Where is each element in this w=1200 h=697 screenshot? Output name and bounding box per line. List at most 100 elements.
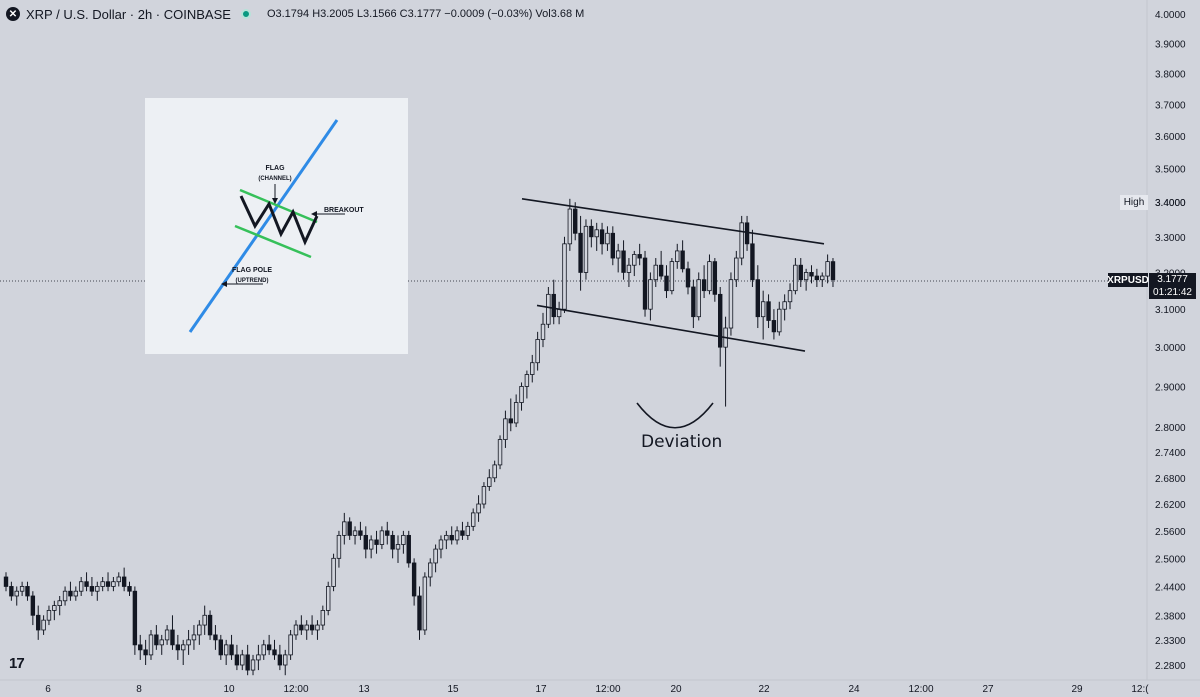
candle <box>358 521 363 540</box>
candle <box>170 615 175 650</box>
candle <box>304 620 309 640</box>
candle-body <box>793 264 798 292</box>
price-tick-label: 2.6800 <box>1155 474 1186 485</box>
candle <box>723 316 728 407</box>
candle <box>164 625 170 645</box>
candle <box>438 535 444 559</box>
flag-zigzag <box>239 195 319 246</box>
candle <box>578 215 583 291</box>
time-scale[interactable]: 6 8 10 12:00 13 15 17 12:00 20 22 24 12:00 27 29 12:( <box>45 684 1149 695</box>
candle <box>433 544 438 573</box>
candle <box>793 258 798 295</box>
candle-body <box>803 272 809 281</box>
price-tick-label: 2.5000 <box>1155 554 1186 565</box>
candle <box>519 382 524 411</box>
candle-body <box>428 562 433 578</box>
candle <box>524 370 530 399</box>
candle-body <box>368 539 374 550</box>
time-tick-label: 29 <box>1071 684 1083 695</box>
candle <box>701 265 707 299</box>
candle <box>648 272 653 321</box>
candle-body <box>25 586 30 597</box>
candle <box>78 576 84 596</box>
deviation-label: Deviation <box>641 432 722 452</box>
candle <box>41 615 46 635</box>
candle <box>89 576 95 596</box>
candle <box>707 254 712 295</box>
candle <box>181 639 186 665</box>
candle-body <box>524 374 530 387</box>
candle-body <box>567 208 573 245</box>
candle-body <box>411 562 417 597</box>
time-tick-label: 12:00 <box>908 684 933 695</box>
chart-header: ✕ XRP / U.S. Dollar · 2h · COINBASE O3.1… <box>6 4 584 24</box>
candle <box>820 272 825 287</box>
market-status-icon[interactable] <box>240 9 251 19</box>
price-tick-label: 2.2800 <box>1155 661 1186 672</box>
candle-body <box>648 279 653 310</box>
price-scale[interactable]: 4.0000 3.9000 3.8000 3.7000 3.6000 3.5000 3.40… <box>1155 10 1186 672</box>
flag-label: FLAG <box>265 165 285 172</box>
candle <box>513 394 519 428</box>
candle <box>718 286 723 367</box>
candle <box>481 482 487 509</box>
candle-body <box>492 464 497 479</box>
price-tick-label: 2.5600 <box>1155 527 1186 538</box>
candle <box>245 644 250 676</box>
candle <box>385 521 390 545</box>
channel-upper-trendline[interactable] <box>521 198 825 245</box>
candle <box>336 530 342 568</box>
candle <box>36 605 41 640</box>
candle-body <box>299 624 304 631</box>
candle <box>454 526 460 545</box>
candle <box>798 258 803 287</box>
candle <box>535 331 540 371</box>
breakout-label: BREAKOUT <box>324 207 364 214</box>
candles-layer <box>3 198 836 676</box>
candle <box>234 644 240 671</box>
candle <box>331 553 336 592</box>
candle-body <box>787 290 793 303</box>
candle-body <box>213 634 218 641</box>
candle-body <box>573 208 578 234</box>
candle-body <box>325 586 331 611</box>
candle <box>712 258 718 302</box>
breakout-arrow-head <box>311 211 317 217</box>
time-tick-label: 15 <box>447 684 459 695</box>
candle-body <box>798 264 803 281</box>
price-tick-label: 3.0000 <box>1155 343 1186 354</box>
price-tick-label: 4.0000 <box>1155 10 1186 21</box>
candle-body <box>680 250 685 270</box>
candle-body <box>52 605 57 611</box>
channel-lower-trendline[interactable] <box>536 304 806 352</box>
chart-title[interactable]: XRP / U.S. Dollar · 2h · COINBASE <box>26 6 231 22</box>
candle <box>653 258 658 287</box>
candle-body <box>460 530 465 536</box>
tv-logo-icon[interactable]: 17 <box>9 655 25 672</box>
candle-body <box>138 644 143 651</box>
candle-body <box>154 634 159 646</box>
candle <box>642 250 648 317</box>
candle-body <box>626 264 632 273</box>
candle <box>272 639 277 660</box>
candle-body <box>283 654 288 666</box>
candle <box>342 512 347 545</box>
candle-body <box>782 301 787 310</box>
candle <box>283 649 288 676</box>
candle-body <box>105 581 111 587</box>
candle <box>325 581 331 616</box>
candle-body <box>814 275 820 281</box>
bull-flag-illustration: FLAG (CHANNEL) BREAKOUT FLAG POLE (UPTRE… <box>188 119 364 333</box>
candle-body <box>583 225 589 273</box>
price-tick-label: 3.1000 <box>1155 305 1186 316</box>
deviation-arc[interactable] <box>636 402 714 429</box>
price-tick-label: 3.7000 <box>1155 100 1186 111</box>
candle <box>739 215 744 266</box>
candle-body <box>406 534 411 564</box>
candle <box>223 639 229 665</box>
candle <box>363 526 368 559</box>
candle-body <box>777 308 782 333</box>
candle <box>368 535 374 559</box>
